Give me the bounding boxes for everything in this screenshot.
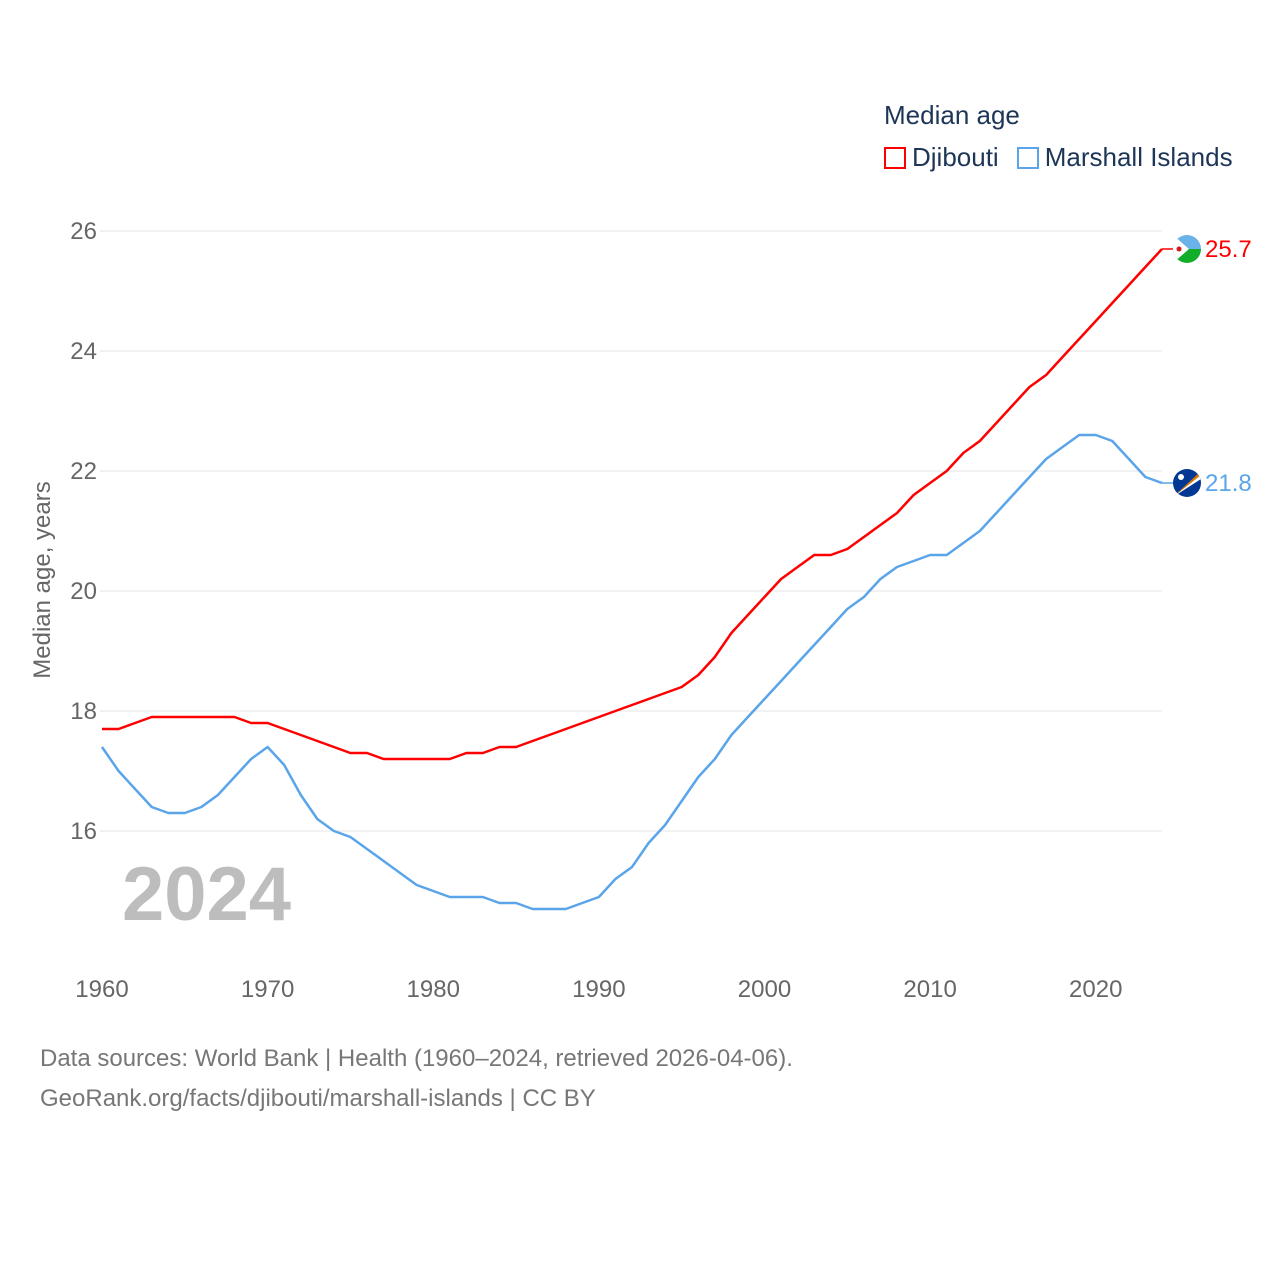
legend-item-djibouti[interactable]: Djibouti [884, 142, 999, 173]
x-tick-label: 1960 [75, 976, 128, 1003]
x-tick-label: 2000 [738, 976, 791, 1003]
x-tick-label: 1990 [572, 976, 625, 1003]
y-tick-label: 24 [70, 338, 97, 365]
legend: Djibouti Marshall Islands [884, 142, 1233, 173]
x-tick-label: 2010 [903, 976, 956, 1003]
series-line-djibouti [102, 248, 1163, 761]
y-tick-label: 22 [70, 458, 97, 485]
legend-swatch-marshall-islands [1016, 146, 1039, 169]
data-source-note: Data sources: World Bank | Health (1960–… [40, 1045, 793, 1072]
end-value-label: 21.8 [1205, 470, 1252, 497]
y-tick-label: 26 [70, 218, 97, 245]
x-tick-label: 1980 [407, 976, 460, 1003]
source-link[interactable]: GeoRank.org/facts/djibouti/marshall-isla… [40, 1085, 596, 1112]
legend-label: Djibouti [912, 142, 999, 172]
legend-swatch-djibouti [884, 146, 906, 169]
x-tick-label: 1970 [241, 976, 294, 1003]
end-value-label: 25.7 [1205, 236, 1252, 263]
legend-item-marshall-islands[interactable]: Marshall Islands [1016, 142, 1233, 173]
year-label: 2024 [122, 852, 291, 937]
y-tick-label: 16 [70, 818, 97, 845]
djibouti-flag-icon [1173, 235, 1201, 263]
series-line-marshall-islands [100, 433, 1163, 911]
y-tick-label: 18 [70, 698, 97, 725]
x-tick-label: 2020 [1069, 976, 1122, 1003]
y-axis-label: Median age, years [29, 481, 56, 678]
y-tick-label: 20 [70, 578, 97, 605]
legend-title: Median age [884, 100, 1020, 130]
legend-label: Marshall Islands [1044, 142, 1233, 172]
marshall-islands-flag-icon [1173, 469, 1201, 497]
